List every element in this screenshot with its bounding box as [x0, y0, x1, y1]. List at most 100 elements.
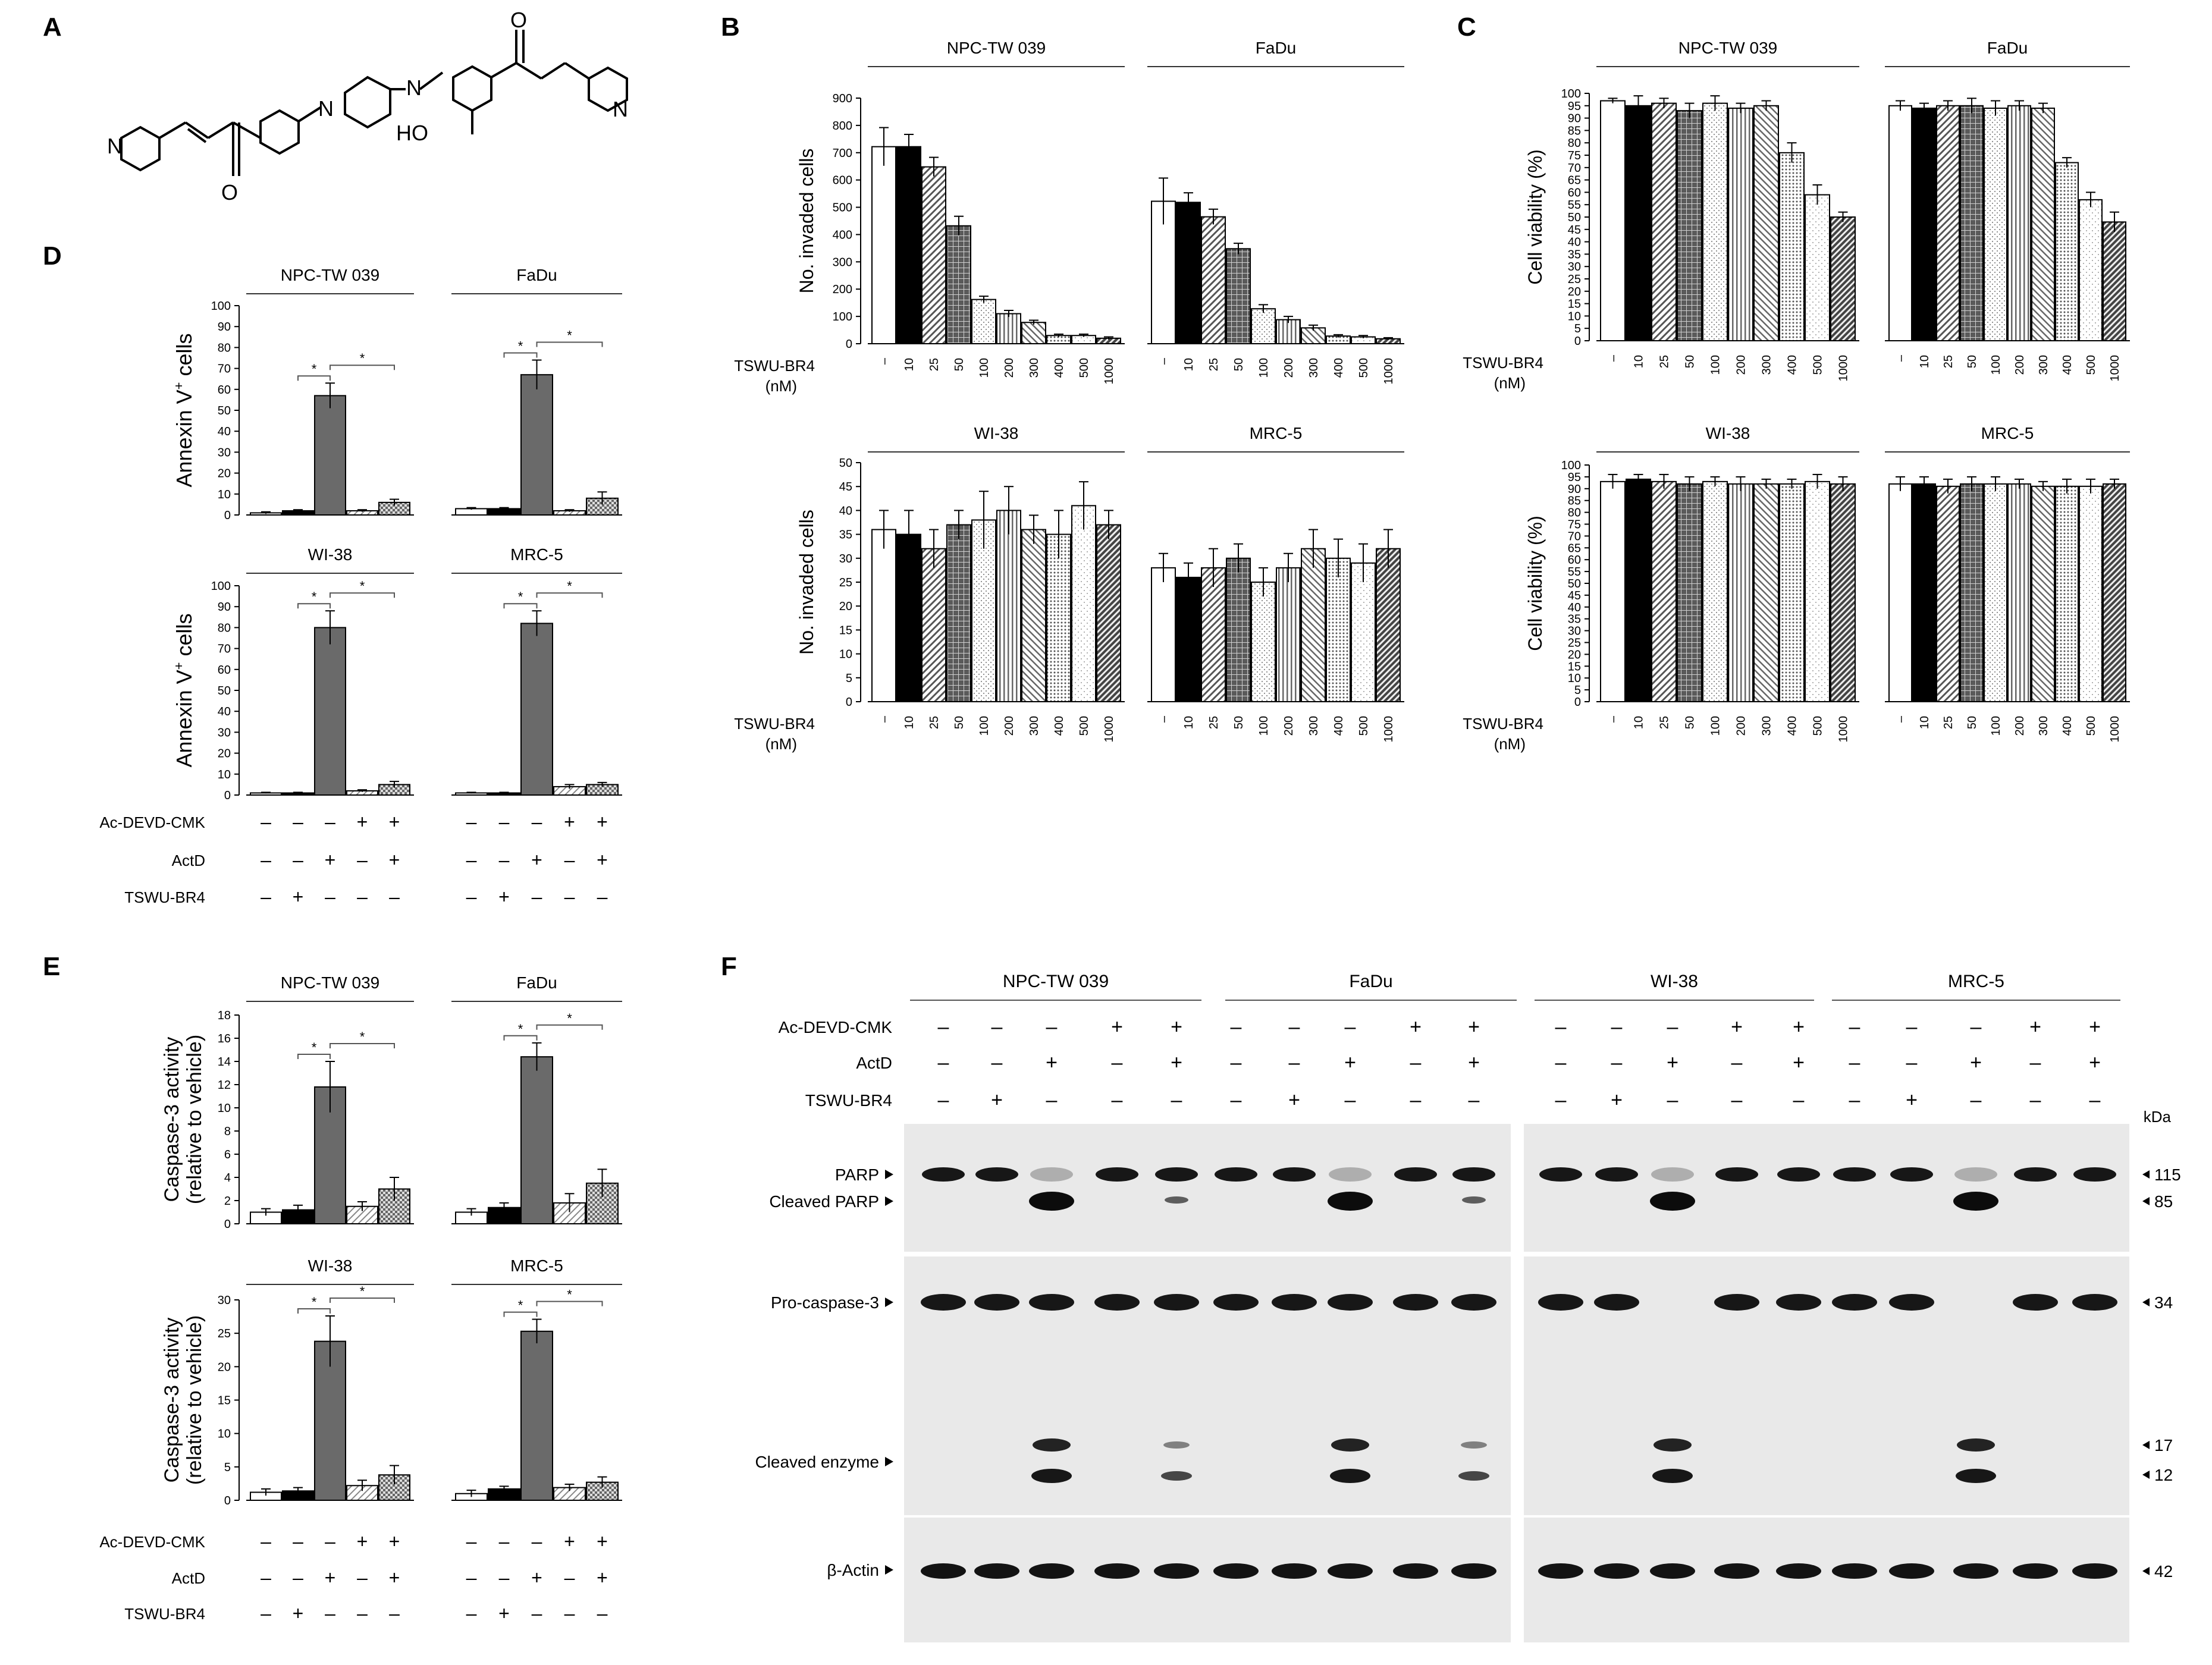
y-tick-label: 5 [224, 1461, 231, 1474]
kda-marker [2142, 1441, 2150, 1449]
bar [314, 395, 346, 516]
x-axis-label: TSWU-BR4 [734, 357, 815, 375]
treatment-sign: – [293, 1531, 303, 1552]
y-tick-label: 65 [1568, 542, 1581, 555]
blot-band [1957, 1438, 1995, 1452]
y-tick-label: 40 [1568, 236, 1581, 249]
treatment-sign: – [466, 1531, 477, 1552]
blot-treatment-sign: – [1046, 1089, 1058, 1111]
group-label: FaDu [1256, 39, 1296, 57]
blot-band [1776, 1563, 1821, 1579]
blot-band [1956, 1469, 1996, 1483]
y-tick-label: 25 [1568, 637, 1581, 650]
bar [1351, 562, 1376, 703]
y-tick-label: 14 [218, 1055, 231, 1069]
y-tick-label: 20 [839, 600, 852, 613]
chart-d-bottom: 0 10 20 30 40 50 60 70 80 90 100 Annexin V+ cells WI… [171, 545, 622, 802]
bar [896, 146, 921, 344]
x-tick-label: 50 [953, 716, 966, 729]
blot-band [1594, 1294, 1639, 1311]
bar [1936, 485, 1960, 702]
y-tick-label: 40 [839, 504, 852, 517]
blot-membrane [1222, 1518, 1526, 1642]
blot-treatment-sign: + [1468, 1016, 1480, 1038]
bar [1651, 480, 1677, 702]
treatment-sign: + [357, 811, 368, 832]
bar [921, 166, 946, 344]
bar [1830, 483, 1856, 703]
y-tick-label: 50 [1568, 211, 1581, 224]
y-tick-label: 75 [1568, 519, 1581, 532]
bar [1702, 102, 1728, 341]
bar [1201, 216, 1226, 344]
blot-treatment-sign: – [1112, 1089, 1123, 1111]
blot-band [1096, 1167, 1138, 1182]
x-axis-label: TSWU-BR4 [1463, 354, 1543, 372]
x-tick-label: 10 [1918, 716, 1931, 729]
bar [1326, 557, 1351, 702]
y-tick-label: 400 [833, 228, 852, 241]
x-tick-label: 400 [2061, 716, 2074, 736]
chart-b-bottom: 0 5 10 15 20 25 30 35 40 45 50 No. invaded cells WI-… [734, 424, 1404, 753]
x-tick-label: 100 [978, 716, 991, 736]
bar [1021, 322, 1046, 344]
treatment-sign: – [357, 849, 368, 871]
blot-treatment-sign: – [1345, 1016, 1356, 1038]
x-tick-label: 25 [928, 358, 941, 371]
blot-band [2073, 1167, 2116, 1182]
y-tick-label: 85 [1568, 495, 1581, 508]
x-tick-label: 400 [1332, 716, 1345, 736]
band-marker [885, 1565, 893, 1575]
bar [2103, 483, 2126, 703]
blot-treatment-sign: – [1793, 1089, 1805, 1111]
bar [2031, 485, 2055, 702]
atom-n1: N [107, 134, 123, 158]
bar [1912, 107, 1936, 342]
y-tick-label: 6 [224, 1148, 231, 1161]
treatment-sign: + [564, 1531, 575, 1552]
bar [971, 299, 996, 344]
significance-bracket [297, 375, 331, 381]
y-tick-label: 60 [1568, 554, 1581, 567]
treatment-sign: – [325, 1603, 335, 1624]
significance-star: * [567, 1287, 572, 1302]
x-axis-unit: (nM) [765, 377, 797, 395]
bar [1960, 105, 1984, 342]
treatment-sign: – [261, 811, 271, 832]
treatment-sign: + [357, 1531, 368, 1552]
treatment-sign: – [466, 811, 477, 832]
bar [1600, 100, 1626, 341]
blot-band [1539, 1167, 1582, 1182]
group-label: WI-38 [308, 1256, 353, 1275]
y-tick-label: 15 [1568, 298, 1581, 311]
blot-treatment-sign: – [1231, 1016, 1242, 1038]
y-tick-label: 20 [218, 1361, 231, 1374]
blot-treatment-sign: + [1171, 1051, 1182, 1074]
bar [1071, 505, 1096, 702]
treatment-sign: – [389, 886, 400, 907]
x-tick-label: 200 [1282, 358, 1295, 378]
chart-d-top: 0 10 20 30 40 50 60 70 80 90 100 Annexin V+ cells NP… [171, 266, 622, 522]
blot-band [1394, 1167, 1437, 1182]
bar [1226, 557, 1251, 702]
y-tick-label: 20 [1568, 285, 1581, 299]
bar [1376, 548, 1401, 702]
kda-marker [2142, 1298, 2150, 1306]
blot-treatment-sign: – [2030, 1051, 2041, 1074]
significance-star: * [360, 1284, 365, 1299]
x-axis-label: TSWU-BR4 [1463, 715, 1543, 733]
blot-treatment-sign: + [1970, 1051, 1982, 1074]
treatment-sign: – [357, 1603, 368, 1624]
y-axis-label: Annexin V+ cells [171, 334, 196, 488]
treatment-row-label: ActD [172, 852, 205, 869]
x-tick-label: 200 [1003, 716, 1016, 736]
bar [1805, 194, 1830, 341]
y-axis-label: Caspase-3 activity(relative to vehicle) [161, 1035, 206, 1204]
bar [996, 510, 1021, 703]
y-axis-label: Annexin V+ cells [171, 614, 196, 768]
x-tick-label: 1000 [1837, 716, 1850, 743]
significance-bracket [330, 365, 395, 370]
blot-band [1328, 1563, 1373, 1579]
blot-band [1029, 1563, 1074, 1579]
x-tick-label: 400 [1786, 716, 1799, 736]
